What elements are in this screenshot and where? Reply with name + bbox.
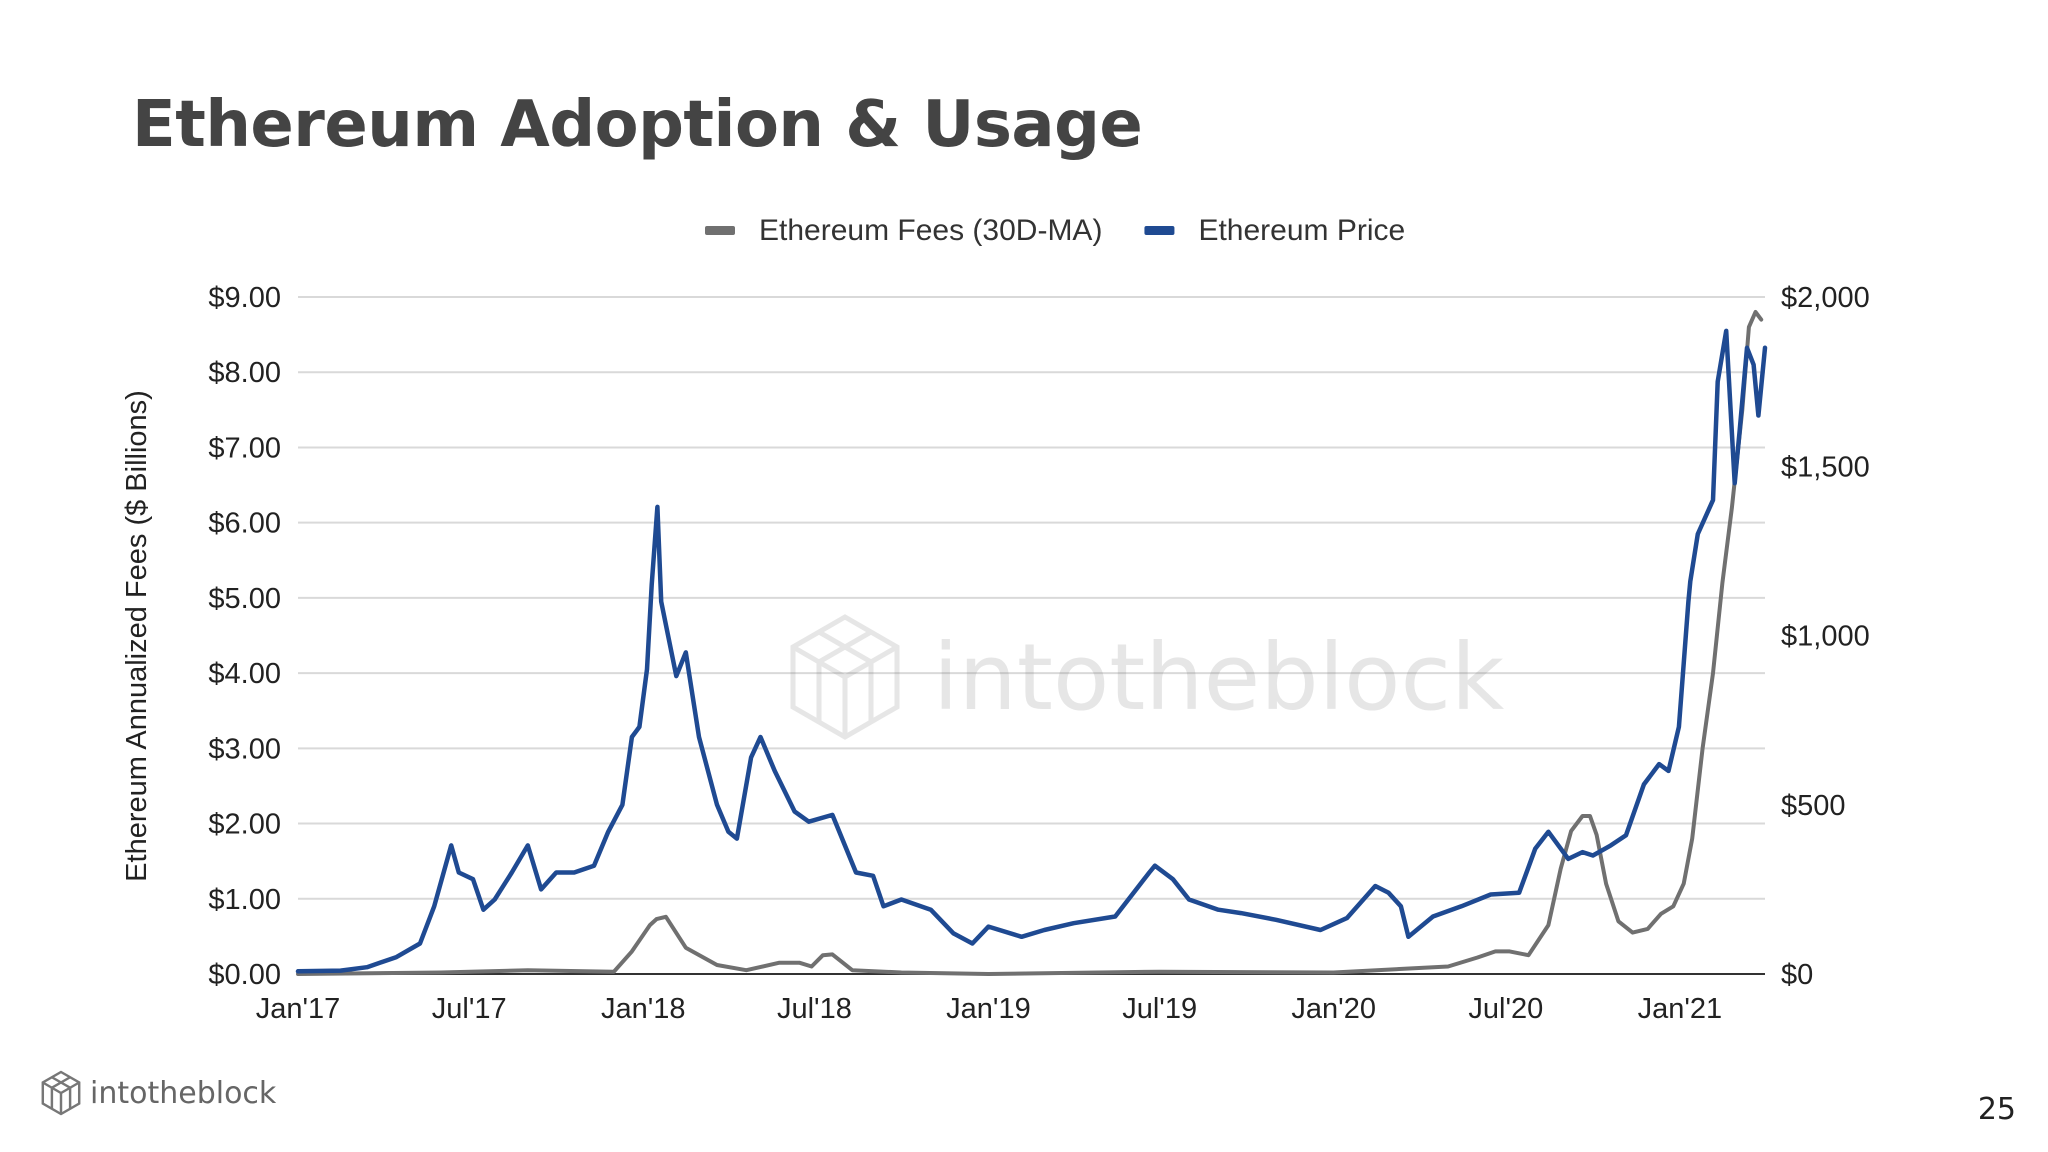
x-tick-label: Jan'18 [601, 993, 686, 1025]
y-left-tick-label: $0.00 [208, 959, 281, 991]
cube-logo-icon [790, 614, 900, 740]
watermark-text: intotheblock [933, 623, 1505, 731]
brand-logo: intotheblock [40, 1070, 276, 1116]
x-tick-label: Jan'20 [1291, 993, 1376, 1025]
y-left-tick-label: $8.00 [208, 357, 281, 389]
page-number: 25 [1977, 1092, 2016, 1127]
page-title: Ethereum Adoption & Usage [132, 88, 1143, 162]
y-right-tick-label: $1,000 [1781, 621, 1870, 653]
price-series-line [295, 328, 1768, 974]
legend-swatch [1144, 226, 1175, 235]
grid-lines [298, 296, 1765, 900]
x-tick-label: Jul'20 [1468, 993, 1543, 1025]
fees-series-line [296, 310, 1764, 976]
y-right-tick-label: $1,500 [1781, 451, 1870, 483]
x-tick-label: Jul'19 [1122, 993, 1197, 1025]
series-lines [295, 310, 1768, 976]
y-axis-right-ticks: $0 $500 $1,000 $1,500 $2,000 [1781, 282, 1870, 991]
x-tick-label: Jul'18 [777, 993, 852, 1025]
legend-swatch [705, 226, 735, 235]
y-right-tick-label: $500 [1781, 790, 1846, 822]
legend-label: Ethereum Fees (30D-MA) [759, 214, 1102, 247]
y-axis-left-ticks: $0.00 $1.00 $2.00 $3.00 $4.00 $5.00 $6.00 $7.00… [208, 282, 281, 991]
x-tick-label: Jan'19 [946, 993, 1031, 1025]
y-left-tick-label: $3.00 [208, 733, 281, 765]
x-axis-ticks: Jan'17 Jul'17 Jan'18 Jul'18 Jan'19 Jul'19 Jan'… [256, 993, 1722, 1025]
x-tick-label: Jul'17 [432, 993, 507, 1025]
legend-label: Ethereum Price [1198, 214, 1405, 247]
cube-logo-icon [41, 1070, 81, 1116]
x-tick-label: Jan'17 [256, 993, 341, 1025]
y-left-tick-label: $4.00 [208, 658, 281, 690]
watermark: intotheblock [785, 612, 1504, 742]
x-tick-label: Jan'21 [1638, 993, 1723, 1025]
y-left-tick-label: $5.00 [208, 583, 281, 615]
y-right-tick-label: $0 [1781, 959, 1813, 991]
y-right-tick-label: $2,000 [1781, 282, 1870, 314]
y-left-tick-label: $1.00 [208, 884, 281, 916]
brand-name: intotheblock [90, 1075, 277, 1111]
y-left-tick-label: $9.00 [208, 282, 281, 314]
legend: Ethereum Fees (30D-MA) Ethereum Price [705, 214, 1405, 247]
y-axis-left-label: Ethereum Annualized Fees ($ Billions) [121, 390, 153, 882]
y-left-tick-label: $6.00 [208, 508, 281, 540]
y-left-tick-label: $7.00 [208, 432, 281, 464]
y-left-tick-label: $2.00 [208, 809, 281, 841]
